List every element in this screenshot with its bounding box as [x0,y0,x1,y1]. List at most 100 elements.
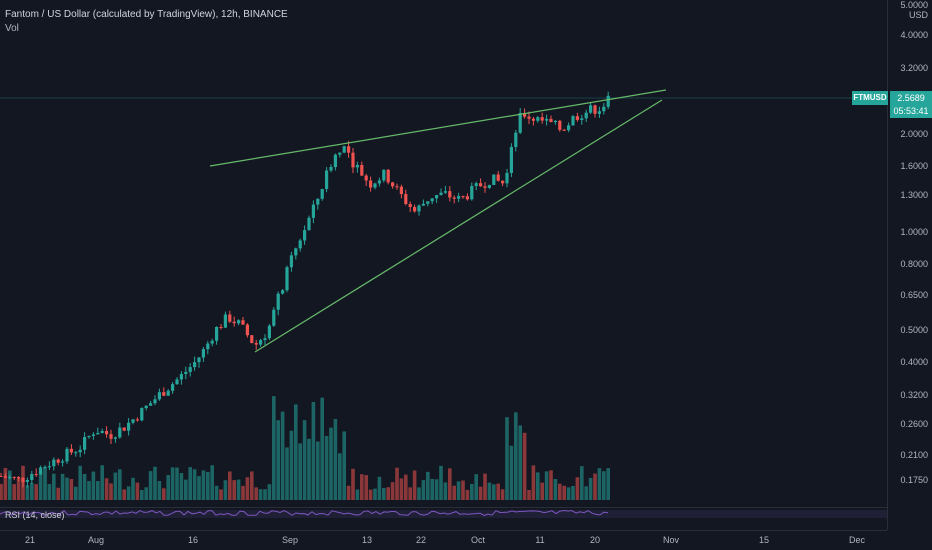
volume-bar [298,443,302,500]
chart-legend: Fantom / US Dollar (calculated by Tradin… [5,8,288,36]
candle-body [197,357,201,363]
candle-body [589,105,593,113]
volume-bar [34,484,38,500]
time-tick: 21 [24,535,36,545]
candle-body [56,459,60,463]
candle-body [487,184,491,188]
volume-bar [606,468,610,500]
candle-body [421,203,425,206]
volume-bar [148,471,153,500]
volume-bar [390,482,395,500]
candle-body [298,240,302,249]
candle-body [435,195,439,199]
candle-body [373,183,377,188]
volume-bar [368,489,373,500]
price-chart[interactable] [0,0,887,530]
volume-bar [276,420,280,500]
candle-body [386,169,390,183]
volume-bar [364,475,368,500]
volume-bar [478,486,483,500]
candle-body [122,427,126,431]
candle-body [69,448,73,453]
candle-body [87,435,91,438]
volume-bar [153,466,157,500]
candle-body [395,186,399,188]
volume-bar [593,473,597,500]
volume-bar [443,482,448,500]
candle-body [245,324,249,336]
candle-body [228,314,232,322]
volume-bar [373,488,377,500]
rsi-pane[interactable]: RSI (14, close) [0,507,887,529]
volume-bar [522,432,527,500]
candle-body [65,448,69,462]
candle-body [201,349,205,358]
volume-bar [448,468,452,500]
candle-body [518,112,522,133]
volume-bar [272,396,276,500]
volume-bar [162,488,166,500]
volume-bar [201,470,206,500]
candle-body [289,255,293,268]
candle-body [514,132,518,147]
price-tick: 0.1750 [900,475,928,485]
candle-body [131,419,135,423]
volume-bar [487,482,492,500]
volume-bar [566,487,571,500]
volume-bar [69,479,74,500]
candle-body [597,111,601,114]
candle-body [602,106,606,112]
candle-body [237,320,241,324]
price-tick: 0.2600 [900,419,928,429]
volume-bar [192,469,197,500]
volume-bar [30,482,34,500]
volume-bar [157,481,162,500]
candle-body [413,207,417,212]
time-tick: Dec [848,535,866,545]
time-axis[interactable]: 21 Aug 16 Sep 13 22 Oct 11 20 Nov 15 Dec [0,530,887,550]
volume-bar [351,468,355,500]
candle-body [465,196,469,200]
volume-bar [118,469,122,500]
candle-body [241,320,245,325]
candle-body [501,180,505,184]
volume-label: Vol [5,23,19,34]
volume-bar [360,474,364,500]
volume-bar [245,477,250,500]
candle-body [329,167,333,171]
top-price-tick: 5.0000 [900,0,928,10]
candle-body [74,452,78,454]
candle-body [575,116,579,120]
candle-body [391,182,395,187]
volume-bar [544,471,549,500]
candle-body [157,392,161,400]
volume-bar [214,485,219,500]
candle-body [584,112,588,119]
volume-bar [571,485,575,500]
volume-bar [496,483,500,500]
candle-body [162,392,166,396]
candle-body [267,325,271,339]
volume-bar [294,404,298,500]
candle-body [179,374,183,380]
volume-bar [320,397,324,500]
volume-bar [307,438,311,500]
candle-body [281,290,285,294]
price-axis[interactable]: 5.0000 USD 4.0000 3.2000 2.0000 1.6000 1… [887,0,932,530]
candle-body [276,293,280,310]
volume-bar [575,477,580,500]
candle-body [325,170,329,190]
time-tick: 11 [535,535,545,545]
price-tick: 0.6500 [900,290,928,300]
candle-body [474,183,478,186]
volume-bar [377,476,382,500]
volume-bar [531,465,536,500]
price-tick: 0.2100 [900,450,928,460]
candle-body [219,326,223,328]
candle-body [259,340,263,345]
volume-bar [219,489,223,500]
candle-body [25,480,29,482]
volume-bar [52,473,56,500]
candle-body [417,205,421,212]
